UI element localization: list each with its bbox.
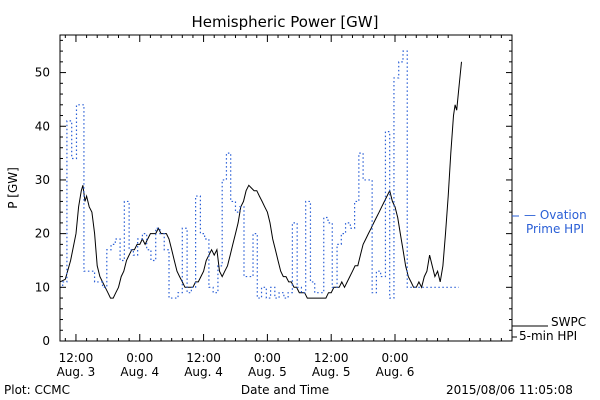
y-tick-label: 20	[35, 227, 50, 241]
x-tick-date: Aug. 4	[120, 365, 159, 379]
x-tick-label: 0:00	[126, 351, 153, 365]
footer-right: 2015/08/06 11:05:08	[446, 383, 573, 397]
x-tick-label: 12:00	[314, 351, 349, 365]
series-swpc-5min-hpi	[59, 61, 462, 299]
footer-left: Plot: CCMC	[4, 383, 70, 397]
x-tick-label: 12:00	[186, 351, 221, 365]
x-tick-date: Aug. 5	[312, 365, 351, 379]
x-tick-label: 0:00	[382, 351, 409, 365]
x-tick-date: Aug. 5	[248, 365, 287, 379]
x-tick-date: Aug. 3	[57, 365, 96, 379]
series-ovation-prime-hpi	[60, 50, 459, 299]
plot-area	[59, 50, 462, 299]
y-tick-label: 0	[42, 334, 50, 348]
chart-title: Hemispheric Power [GW]	[192, 13, 379, 31]
y-axis-label: P [GW]	[6, 167, 20, 209]
legend-label-swpc-1: SWPC	[551, 315, 586, 329]
y-tick-label: 30	[35, 173, 50, 187]
x-tick-label: 12:00	[59, 351, 94, 365]
legend-label-swpc-2: 5-min HPI	[519, 329, 577, 343]
y-tick-label: 10	[35, 280, 50, 294]
x-axis-label: Date and Time	[241, 383, 329, 397]
x-tick-label: 0:00	[254, 351, 281, 365]
plot-frame	[59, 34, 513, 342]
legend-label-ovation-1: — Ovation	[524, 208, 587, 222]
legend-label-ovation-2: Prime HPI	[526, 222, 584, 236]
y-tick-label: 40	[35, 119, 50, 133]
y-tick-label: 50	[35, 66, 50, 80]
x-tick-date: Aug. 4	[184, 365, 223, 379]
x-tick-date: Aug. 6	[376, 365, 415, 379]
